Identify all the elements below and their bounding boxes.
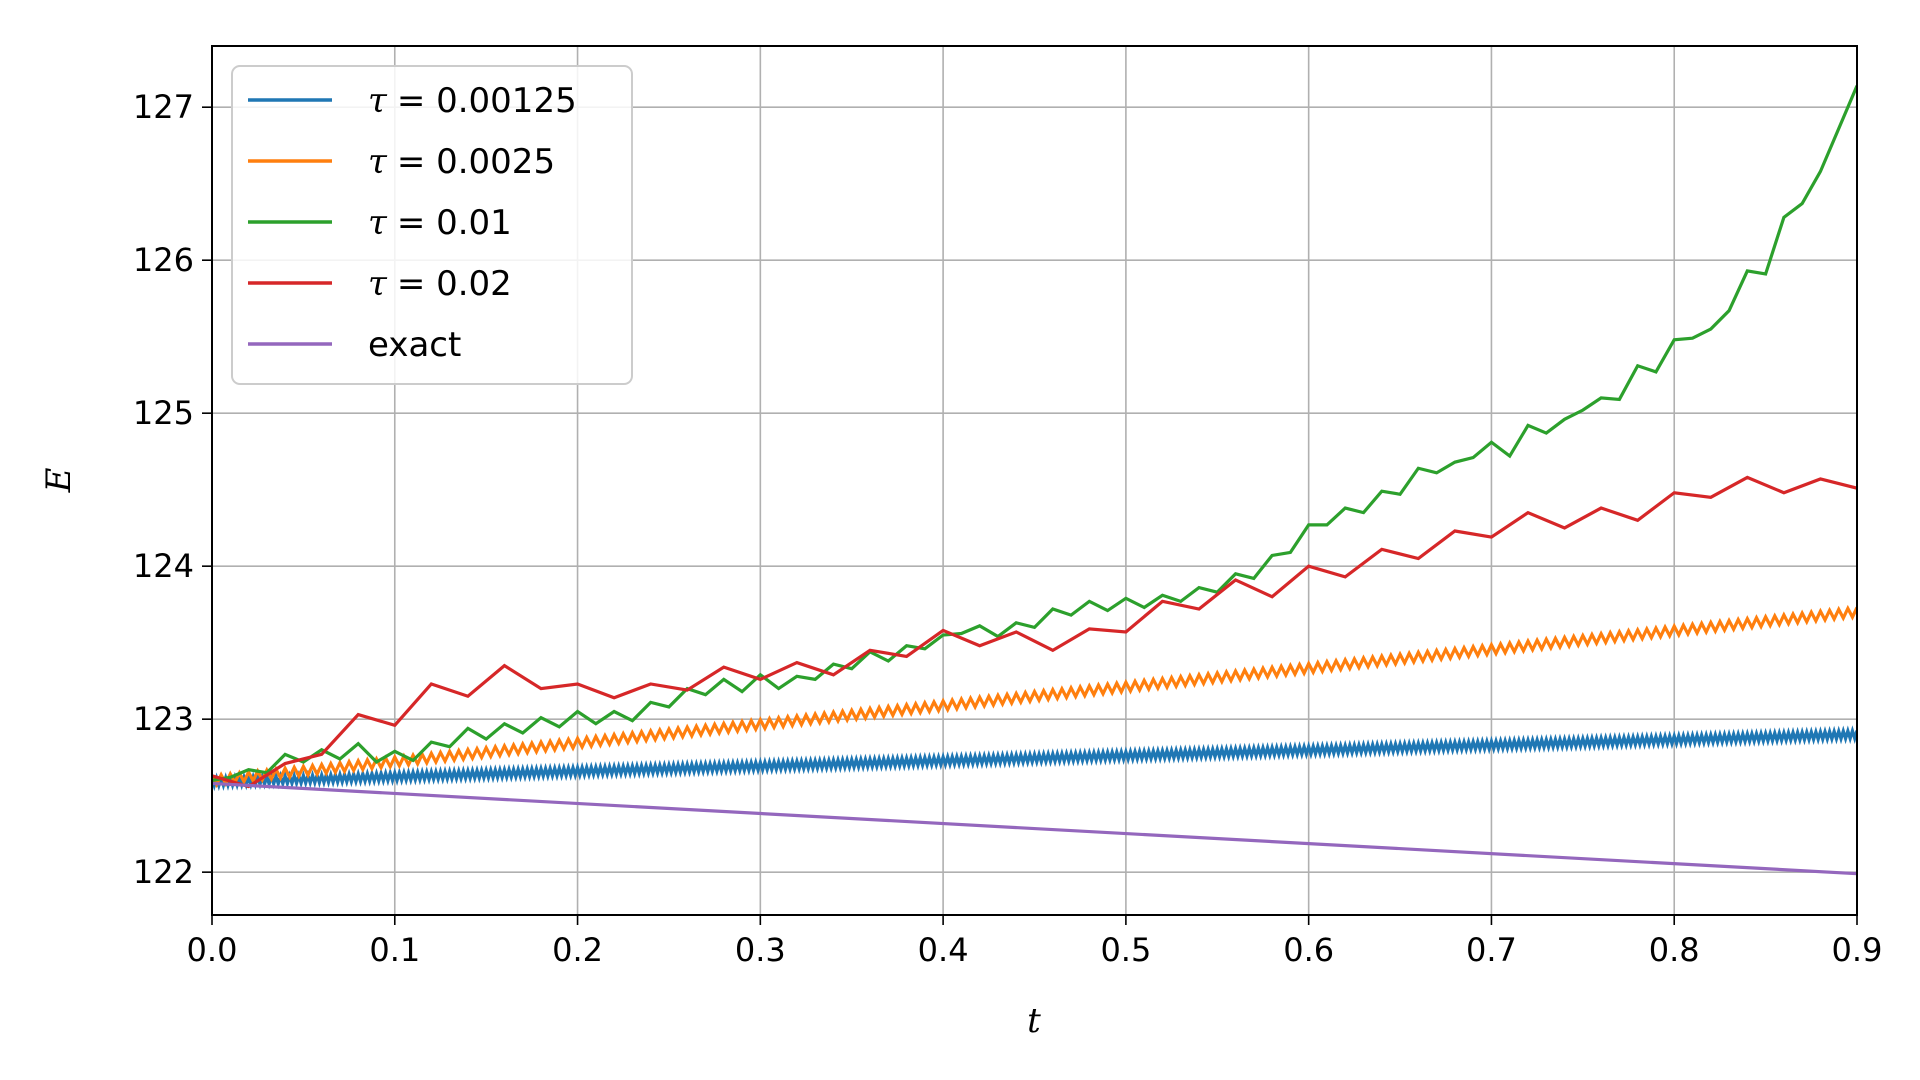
x-tick-label: 0.2 [552,931,603,969]
legend-value: = 0.0025 [397,142,555,182]
axis-ticks: 0.0 0.1 0.2 0.3 0.4 0.5 0.6 0.7 0.8 0.9 122 123 124 1… [133,88,1883,969]
y-tick-label: 126 [133,241,194,279]
x-axis-label: t [1027,1001,1041,1041]
series-line-3 [212,475,1857,789]
x-tick-label: 0.9 [1832,931,1883,969]
legend-symbol: τ [368,142,388,182]
y-tick-label: 125 [133,394,194,432]
x-tick-label: 0.0 [187,931,238,969]
legend-label-3: τ = 0.02 [368,264,512,304]
y-axis-label: E [39,467,79,493]
legend-symbol: τ [368,264,388,304]
legend-symbol: τ [368,81,388,121]
series-line-0 [212,725,1857,792]
plot-frame [211,45,1858,916]
legend-label-0: τ = 0.00125 [368,81,577,121]
grid-lines [212,46,1857,915]
legend-box [231,65,633,385]
series-line-2 [212,85,1857,782]
x-tick-label: 0.1 [369,931,420,969]
legend-value: = 0.02 [397,264,512,304]
legend-label-2: τ = 0.01 [368,203,512,243]
y-tick-label: 122 [133,853,194,891]
x-tick-label: 0.6 [1283,931,1334,969]
x-tick-label: 0.7 [1466,931,1517,969]
legend-value: = 0.01 [397,203,512,243]
series-line-1 [212,604,1857,789]
legend-label-1: τ = 0.0025 [368,142,555,182]
x-tick-label: 0.3 [735,931,786,969]
series-layer [212,85,1857,876]
y-tick-label: 127 [133,88,194,126]
y-tick-label: 124 [133,547,194,585]
y-tick-label: 123 [133,700,194,738]
legend-label-4: exact [368,325,461,365]
x-tick-label: 0.5 [1100,931,1151,969]
legend-symbol: τ [368,203,388,243]
series-line-4 [212,781,1857,876]
x-tick-label: 0.8 [1649,931,1700,969]
legend-value: = 0.00125 [397,81,577,121]
x-tick-label: 0.4 [918,931,969,969]
